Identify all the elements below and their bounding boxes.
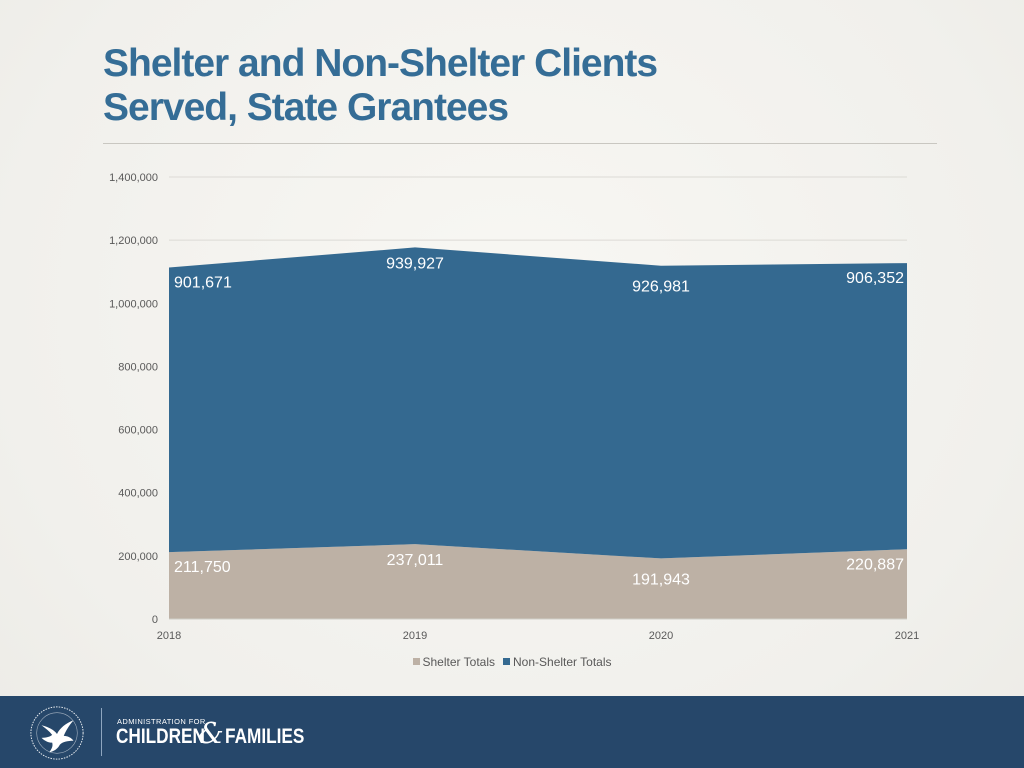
data-labels: 211,750 237,011 191,943 220,887 901,671 939,9…	[174, 255, 904, 588]
axes: 0 200,000 400,000 600,000 800,000 1,000,000 1,…	[109, 172, 919, 642]
x-tick-label: 2019	[403, 630, 427, 642]
legend-label: Shelter Totals	[422, 655, 496, 669]
y-tick-label: 600,000	[118, 425, 158, 437]
logo-ampersand: &	[198, 716, 224, 750]
slide-title-line-2: Served, State Grantees	[103, 86, 509, 129]
y-tick-label: 1,200,000	[109, 235, 158, 247]
legend-label: Non-Shelter Totals	[513, 655, 612, 669]
data-label: 237,011	[387, 552, 444, 569]
area-series	[169, 247, 907, 619]
footer-divider	[101, 708, 102, 756]
data-label: 939,927	[386, 255, 444, 272]
legend-swatch	[503, 658, 510, 665]
logo-word-families: FAMILIES	[224, 725, 305, 748]
x-tick-label: 2021	[895, 630, 919, 642]
y-tick-label: 1,000,000	[109, 298, 158, 310]
data-label: 211,750	[174, 559, 231, 576]
stacked-area-chart: 0 200,000 400,000 600,000 800,000 1,000,000 1,…	[109, 172, 919, 642]
legend-item: Non-Shelter Totals	[503, 655, 612, 669]
acf-logo-wordmark: CHILDREN&FAMILIES	[116, 719, 322, 750]
data-label: 220,887	[846, 556, 904, 573]
logo-administration-for: ADMINISTRATION FOR	[117, 717, 206, 726]
data-label: 191,943	[632, 571, 690, 588]
y-tick-label: 400,000	[118, 488, 158, 500]
x-tick-label: 2020	[649, 630, 673, 642]
area-non-shelter-totals	[169, 247, 907, 559]
y-tick-label: 1,400,000	[109, 172, 158, 184]
x-tick-label: 2018	[157, 630, 181, 642]
slide-title-line-1: Shelter and Non-Shelter Clients	[103, 42, 658, 85]
area-shelter-totals	[169, 544, 907, 619]
legend-item: Shelter Totals	[412, 655, 496, 669]
y-tick-label: 0	[152, 614, 158, 626]
hhs-seal-icon	[30, 706, 84, 760]
y-tick-label: 200,000	[118, 551, 158, 563]
slide-title: Shelter and Non-Shelter Clients Served, …	[103, 42, 923, 130]
data-label: 906,352	[846, 270, 904, 287]
y-tick-label: 800,000	[118, 361, 158, 373]
logo-word-children: CHILDREN	[116, 725, 205, 748]
chart-legend: Shelter Totals Non-Shelter Totals	[0, 655, 1024, 669]
data-label: 901,671	[174, 274, 232, 291]
legend-swatch	[412, 658, 420, 665]
data-label: 926,981	[632, 279, 690, 296]
title-divider	[103, 143, 937, 144]
footer-bar: ADMINISTRATION FOR CHILDREN&FAMILIES	[0, 696, 1024, 768]
